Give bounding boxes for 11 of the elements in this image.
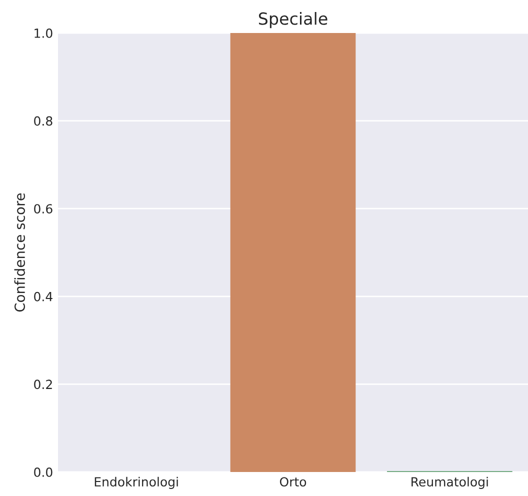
y-tick-label: 0.4 — [34, 292, 52, 302]
y-tick-label: 0.2 — [34, 380, 52, 390]
y-tick-label: 0.8 — [34, 116, 52, 126]
y-tick-label: 0.6 — [34, 204, 52, 214]
x-tick-label: Orto — [280, 477, 306, 487]
y-axis-title: Confidence score — [14, 193, 26, 312]
y-tick-label: 1.0 — [34, 28, 52, 38]
x-tick-label: Reumatologi — [412, 476, 488, 489]
y-tick-label: 0.0 — [34, 467, 52, 477]
x-tick-label: Endokrinologi — [94, 476, 178, 489]
chart-title: Speciale — [258, 12, 328, 28]
